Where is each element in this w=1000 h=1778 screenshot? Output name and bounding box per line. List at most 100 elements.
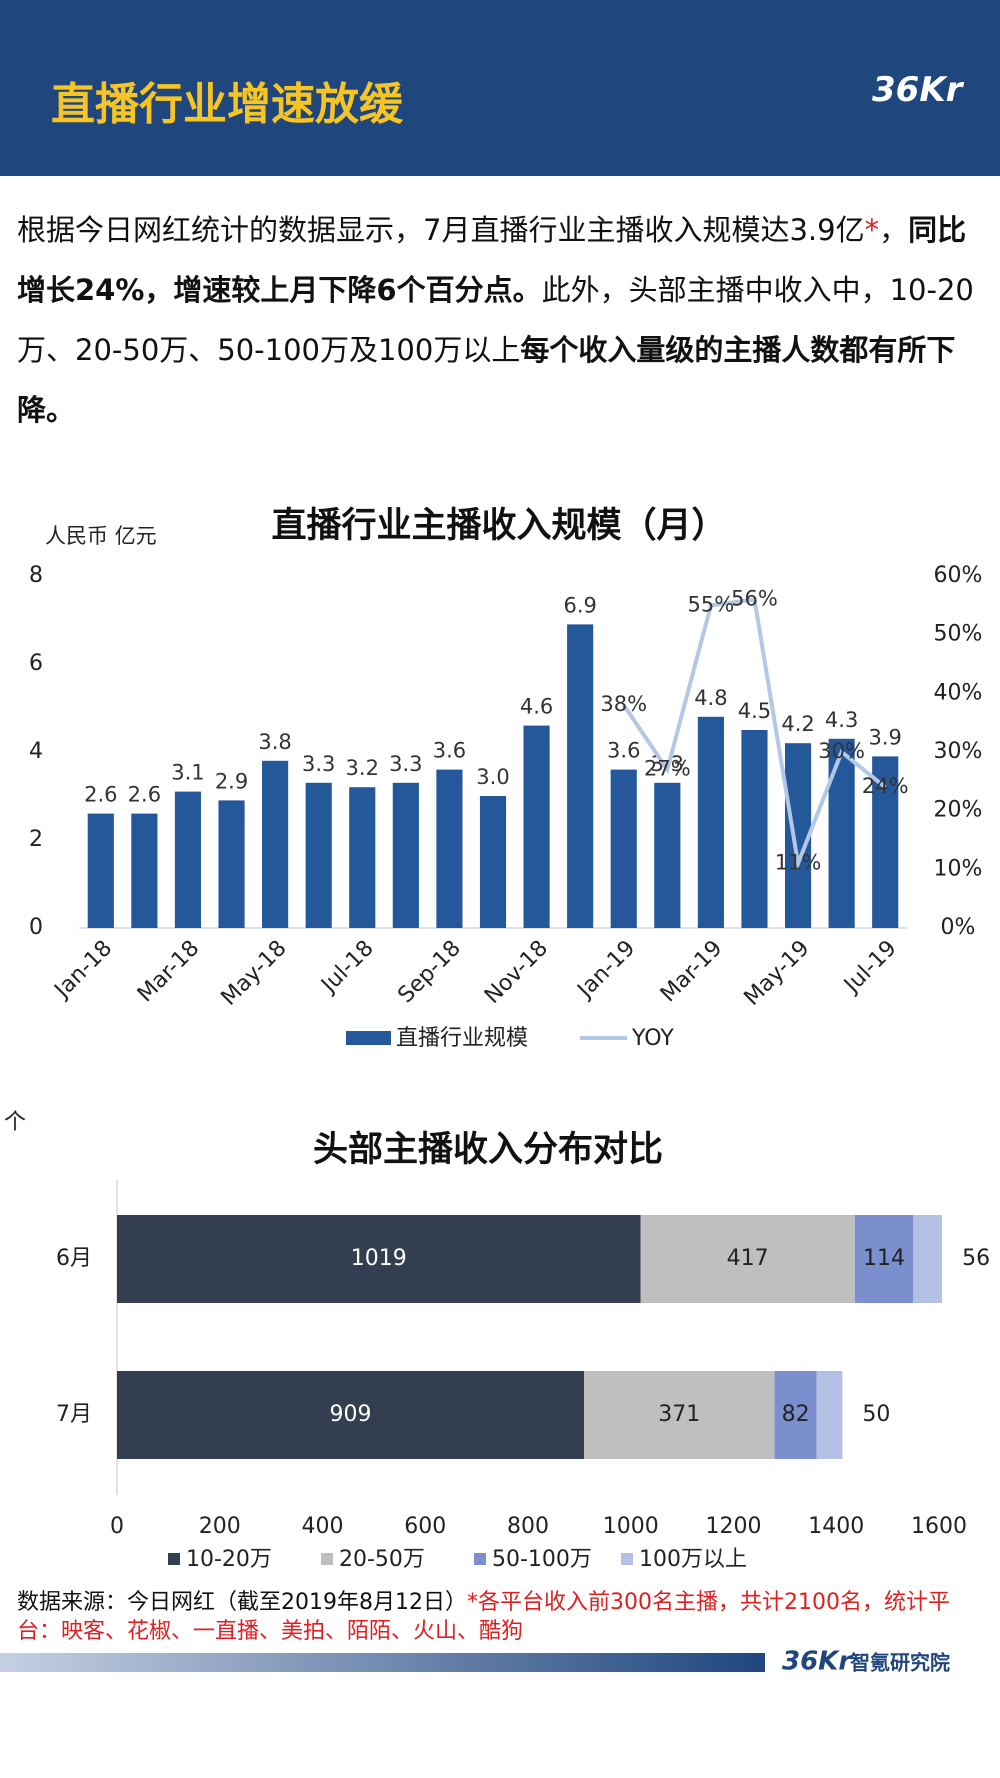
line-value-label: 38% xyxy=(600,692,647,716)
unit-label: 个 xyxy=(4,1110,26,1135)
bar xyxy=(523,725,550,928)
footer-bar xyxy=(0,1653,765,1672)
y2-tick-label: 10% xyxy=(934,856,983,881)
header-title: 直播行业增速放缓 xyxy=(51,79,403,130)
source-note: 数据来源：今日网红（截至2019年8月12日）*各平台收入前300名主播，共计2… xyxy=(17,1588,977,1646)
y-tick-label: 6 xyxy=(29,651,43,676)
x-tick-label: Jan-19 xyxy=(572,936,640,1004)
bar-value-label: 114 xyxy=(863,1246,905,1271)
bar-value-label: 4.8 xyxy=(694,686,727,710)
bar-value-label: 371 xyxy=(658,1402,700,1427)
chart-title: 直播行业主播收入规模（月） xyxy=(271,506,726,546)
bar-segment xyxy=(913,1215,943,1303)
x-tick-label: 800 xyxy=(507,1514,549,1539)
bar-value-label: 3.2 xyxy=(346,756,379,780)
y-tick-label: 4 xyxy=(29,739,43,764)
legend-label: 直播行业规模 xyxy=(396,1026,528,1051)
bar-segment xyxy=(117,1371,584,1459)
x-tick-label: Sep-18 xyxy=(393,936,465,1008)
bar-segment xyxy=(816,1371,843,1459)
bar-value-label: 4.3 xyxy=(825,708,858,732)
text-run: 根据今日网红统计的数据显示，7月直播行业主播收入规模达3.9亿 xyxy=(17,213,865,247)
text-run: * xyxy=(864,213,880,247)
text-run: 此外，头部主播中收入中，10-20万、20-50万、50-100万及100万以上 xyxy=(17,273,974,367)
x-tick-label: May-18 xyxy=(217,936,292,1011)
bar xyxy=(436,769,463,928)
bar-value-label: 3.3 xyxy=(302,752,335,776)
bar xyxy=(392,782,419,928)
bar-value-label: 2.9 xyxy=(215,769,248,793)
legend-label: 50-100万 xyxy=(492,1547,592,1572)
bar xyxy=(697,716,724,928)
x-tick-label: May-19 xyxy=(740,936,815,1011)
bar-value-label: 3.9 xyxy=(869,725,902,749)
bar-value-label: 2.6 xyxy=(84,783,117,807)
bar xyxy=(218,800,245,928)
logo: 36Kr xyxy=(872,70,963,110)
bar xyxy=(567,624,594,928)
yoy-line xyxy=(622,597,887,871)
footer-org: 智氪研究院 xyxy=(850,1651,950,1675)
bar xyxy=(654,782,681,928)
bar xyxy=(305,782,332,928)
y2-tick-label: 30% xyxy=(934,739,983,764)
bar-value-label: 4.2 xyxy=(781,712,814,736)
x-tick-label: Nov-18 xyxy=(480,936,553,1009)
x-tick-label: 1200 xyxy=(706,1514,762,1539)
bar xyxy=(262,760,289,928)
bar-value-label: 56 xyxy=(962,1246,990,1271)
y-tick-label: 0 xyxy=(29,915,43,940)
bar-value-label: 909 xyxy=(329,1402,371,1427)
y2-tick-label: 20% xyxy=(934,798,983,823)
bar xyxy=(741,730,768,928)
bar-value-label: 6.9 xyxy=(563,593,596,617)
line-value-label: 24% xyxy=(862,774,909,798)
bar xyxy=(174,791,202,928)
line-value-label: 11% xyxy=(775,850,822,874)
bar-segment xyxy=(640,1215,855,1303)
y2-tick-label: 50% xyxy=(934,622,983,647)
legend-label: 20-50万 xyxy=(339,1547,425,1572)
bar-value-label: 2.6 xyxy=(128,783,161,807)
x-tick-label: 1400 xyxy=(808,1514,864,1539)
y2-tick-label: 40% xyxy=(934,680,983,705)
y2-tick-label: 60% xyxy=(934,563,983,588)
y-tick-label: 6月 xyxy=(56,1246,92,1271)
bar-segment xyxy=(583,1371,775,1459)
chart-title: 头部主播收入分布对比 xyxy=(313,1130,663,1170)
x-tick-label: 400 xyxy=(302,1514,344,1539)
line-value-label: 56% xyxy=(731,586,778,610)
header: 直播行业增速放缓 36Kr xyxy=(0,0,1000,176)
bar xyxy=(349,787,376,928)
bar-value-label: 417 xyxy=(727,1246,769,1271)
bar xyxy=(87,813,114,928)
legend-swatch xyxy=(168,1553,180,1565)
bar-value-label: 50 xyxy=(862,1402,890,1427)
bar-segment xyxy=(854,1215,914,1303)
text-run: ， xyxy=(879,213,909,247)
x-tick-label: Mar-19 xyxy=(656,936,727,1007)
bar xyxy=(828,738,855,928)
bar-value-label: 1019 xyxy=(351,1246,407,1271)
legend-swatch xyxy=(346,1031,391,1045)
bar xyxy=(610,769,637,928)
bar-value-label: 3.6 xyxy=(433,739,466,763)
bar-value-label: 4.5 xyxy=(738,699,771,723)
y2-tick-label: 0% xyxy=(941,915,976,940)
bar-value-label: 3.3 xyxy=(389,752,422,776)
y-tick-label: 7月 xyxy=(56,1402,92,1427)
legend-swatch xyxy=(474,1553,486,1565)
x-tick-label: 200 xyxy=(199,1514,241,1539)
text-run: *各平台收入前300名主播，共计2100名，统计平台：映客、花椒、一直播、美拍、… xyxy=(17,1590,950,1644)
line-value-label: 55% xyxy=(688,592,735,616)
bar-value-label: 4.6 xyxy=(520,695,553,719)
bar-value-label: 3.8 xyxy=(258,730,291,754)
line-value-label: 27% xyxy=(644,757,691,781)
bar-value-label: 3.1 xyxy=(171,761,204,785)
x-tick-label: Jan-18 xyxy=(49,936,117,1004)
y-axis-label: 人民币 亿元 xyxy=(45,524,157,548)
legend-label: 100万以上 xyxy=(639,1547,747,1572)
bar-segment xyxy=(117,1215,641,1303)
